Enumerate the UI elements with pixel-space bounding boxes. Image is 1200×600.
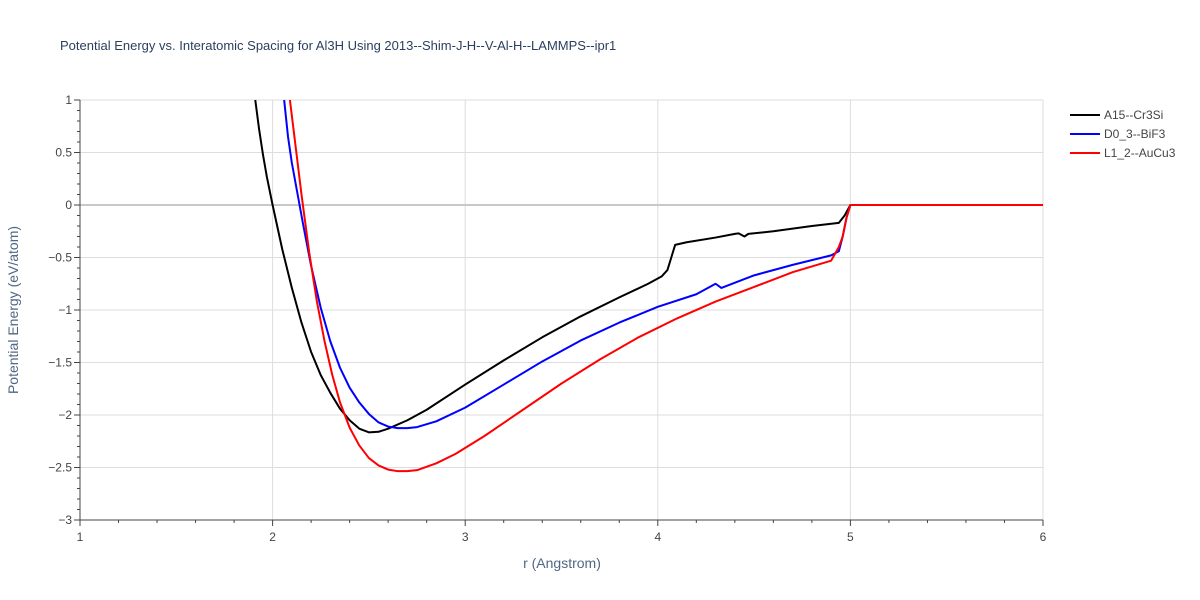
- x-tick-label: 2: [269, 530, 276, 544]
- legend-item[interactable]: A15--Cr3Si: [1070, 108, 1163, 122]
- chart-title: Potential Energy vs. Interatomic Spacing…: [60, 38, 616, 53]
- legend-label: D0_3--BiF3: [1104, 127, 1166, 141]
- series-line-0: [254, 100, 1043, 434]
- y-tick-label: −1.5: [48, 356, 72, 370]
- legend-item[interactable]: D0_3--BiF3: [1070, 127, 1166, 141]
- y-axis-title: Potential Energy (eV/atom): [5, 226, 21, 394]
- y-tick-label: −1: [58, 303, 72, 317]
- legend-item[interactable]: L1_2--AuCu3: [1070, 146, 1176, 160]
- x-tick-label: 3: [462, 530, 469, 544]
- legend-label: L1_2--AuCu3: [1104, 146, 1176, 160]
- x-tick-label: 6: [1040, 530, 1047, 544]
- x-tick-label: 4: [654, 530, 661, 544]
- x-tick-label: 5: [847, 530, 854, 544]
- y-tick-label: −2.5: [48, 461, 72, 475]
- y-tick-label: 0: [65, 198, 72, 212]
- series-line-1: [283, 100, 1043, 430]
- legend-label: A15--Cr3Si: [1104, 108, 1163, 122]
- tick-labels: 1 2 3 4 5 6 1 0.5 0 −0.5 −1 −1.5 −2 −2.5 −3: [48, 93, 1046, 544]
- y-tick-label: −2: [58, 408, 72, 422]
- x-axis-title: r (Angstrom): [523, 555, 601, 571]
- y-tick-label: −3: [58, 513, 72, 527]
- series-line-2: [288, 100, 1043, 473]
- legend: A15--Cr3Si D0_3--BiF3 L1_2--AuCu3: [1070, 108, 1176, 160]
- y-tick-label: −0.5: [48, 251, 72, 265]
- plot-area: [254, 100, 1043, 473]
- axes: [74, 99, 1044, 526]
- y-tick-label: 1: [65, 93, 72, 107]
- y-tick-label: 0.5: [55, 146, 72, 160]
- x-tick-label: 1: [77, 530, 84, 544]
- grid: [80, 99, 1044, 520]
